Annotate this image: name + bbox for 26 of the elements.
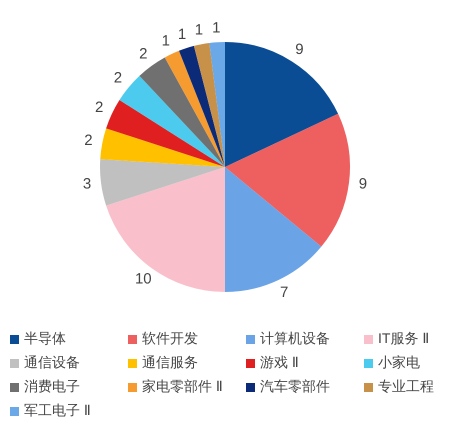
legend-label: 家电零部件 Ⅱ: [141, 378, 224, 396]
data-label: 1: [212, 19, 220, 36]
legend-label: 半导体: [23, 330, 67, 348]
legend-label: 游戏 Ⅱ: [259, 354, 300, 372]
legend-label: 小家电: [377, 354, 421, 372]
legend-label: 通信设备: [23, 354, 81, 372]
data-label: 2: [84, 132, 93, 150]
legend-label: 通信服务: [141, 354, 199, 372]
data-label: 1: [178, 26, 186, 43]
data-label: 7: [280, 284, 288, 301]
data-label: 2: [139, 46, 148, 63]
legend-label: 计算机设备: [259, 330, 331, 348]
legend-label: 软件开发: [141, 330, 199, 348]
legend-label: 军工电子 Ⅱ: [23, 402, 92, 420]
data-label: 2: [95, 98, 104, 116]
data-label: 1: [194, 22, 204, 39]
legend-label: 消费电子: [23, 378, 81, 396]
data-label: 3: [82, 176, 92, 193]
data-label: 1: [162, 32, 170, 50]
data-label: 9: [295, 40, 304, 58]
data-label: 2: [114, 70, 122, 87]
legend-label: IT服务 Ⅱ: [377, 330, 430, 348]
legend-label: 专业工程: [377, 378, 435, 396]
data-label: 10: [134, 270, 152, 288]
legend-label: 汽车零部件: [259, 378, 331, 396]
data-label: 9: [358, 176, 368, 193]
